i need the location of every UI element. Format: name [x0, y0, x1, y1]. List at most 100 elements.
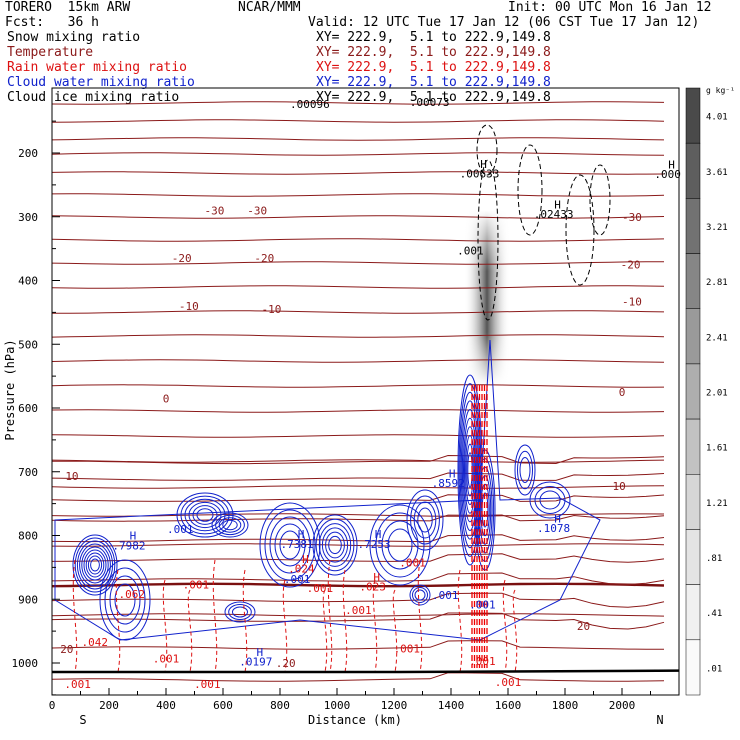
- x-tick-label: 800: [270, 699, 290, 712]
- cloud-water-contour: [417, 507, 433, 533]
- contour-value-label: .7253: [357, 538, 390, 551]
- cloud-water-contour: [464, 426, 476, 514]
- cloud-water-contour: [104, 567, 146, 633]
- cloud-water-contour: [269, 516, 311, 574]
- colorbar-swatch: [685, 253, 701, 309]
- contour-value-label: .0197: [239, 656, 272, 669]
- cloud-water-contour: [460, 400, 480, 540]
- rain-contour: [322, 589, 328, 673]
- contour-value-label: .001: [469, 598, 496, 611]
- cloud-water-contour: [87, 555, 103, 575]
- cloud-water-contour: [318, 523, 352, 567]
- terrain-line: [52, 669, 679, 674]
- x-tick-label: 1800: [552, 699, 579, 712]
- contour-value-label: .001: [432, 589, 459, 602]
- y-tick-label: 700: [18, 466, 38, 479]
- cloud-ice-contour: [589, 164, 611, 236]
- valid-time: Valid: 12 UTC Tue 17 Jan 12 (06 CST Tue …: [308, 15, 700, 30]
- colorbar-tick-label: 2.81: [706, 278, 728, 288]
- x-tick-label: 0: [49, 699, 56, 712]
- x-tick-label: 1200: [381, 699, 408, 712]
- init-time: Init: 00 UTC Mon 16 Jan 12: [508, 0, 712, 15]
- field-cloudice-xy: XY= 222.9, 5.1 to 222.9,149.8: [316, 90, 551, 105]
- rain-contour: [242, 569, 248, 673]
- temperature-label: -30: [247, 204, 267, 217]
- cloud-water-contour: [375, 512, 425, 578]
- isotherm: [52, 494, 665, 502]
- contour-value-label: .001: [153, 653, 180, 666]
- y-tick-label: 800: [18, 530, 38, 543]
- colorbar-swatch: [685, 474, 701, 530]
- rain-contour: [327, 559, 333, 673]
- isotherm: [52, 582, 665, 588]
- y-axis-label: Pressure (hPa): [3, 339, 17, 440]
- cloud-water-contour: [369, 504, 431, 586]
- high-marker: H: [449, 468, 456, 481]
- cloud-water-contour: [232, 606, 248, 618]
- contour-value-label: .001: [183, 579, 210, 592]
- x-end-label-south: S: [79, 713, 86, 727]
- colorbar-tick-label: 3.21: [706, 223, 728, 233]
- cloud-water-contour: [215, 514, 245, 536]
- cloud-ice-contour: [476, 124, 498, 176]
- high-marker: H: [256, 646, 263, 659]
- contour-value-label: .1078: [537, 522, 570, 535]
- y-tick-label: 300: [18, 211, 38, 224]
- isotherm: [52, 592, 665, 608]
- colorbar-tick-label: 2.41: [706, 333, 728, 343]
- colorbar-swatch: [685, 87, 701, 144]
- temperature-label: -20: [621, 259, 641, 272]
- x-axis: 0 200 400 600 800 1000 1200 1400 1600 1800 2000: [49, 688, 651, 712]
- snow-shading: [464, 210, 510, 385]
- cloud-ice-contours: [476, 124, 611, 321]
- isotherm: [52, 672, 665, 682]
- x-tick-label: 400: [156, 699, 176, 712]
- contour-labels: -30 -30 -30-20 -20 -20-10 -10-100 010102020H.0…: [60, 96, 681, 691]
- field-cloudwater-xy: XY= 222.9, 5.1 to 222.9,149.8: [316, 75, 551, 90]
- temperature-label: 0: [619, 386, 626, 399]
- cloud-water-contour: [259, 502, 321, 588]
- isotherm: [52, 612, 665, 630]
- field-snow-name: Snow mixing ratio: [7, 30, 141, 45]
- field-cloudice-name: Cloud ice mixing ratio: [7, 90, 180, 105]
- cloud-water-contour: [83, 549, 107, 581]
- x-tick-label: 600: [213, 699, 233, 712]
- cloud-water-contour: [481, 492, 489, 528]
- high-marker: H: [302, 553, 309, 566]
- cloud-water-contour: [413, 501, 437, 539]
- colorbar-tick-label: .81: [706, 554, 722, 564]
- colorbar-tick-label: 3.61: [706, 168, 728, 178]
- rain-contour: [115, 569, 121, 673]
- colorbar-swatch: [685, 584, 701, 641]
- rain-contour: [187, 589, 193, 673]
- y-tick-label: 400: [18, 275, 38, 288]
- temperature-label: -30: [205, 204, 225, 217]
- contour-value-label: .00096: [290, 98, 330, 111]
- temperature-label: 20: [577, 620, 590, 633]
- isotherm: [52, 238, 665, 242]
- isotherm: [52, 384, 665, 388]
- temperature-label: 10: [65, 470, 78, 483]
- cloud-water-contour: [274, 523, 306, 567]
- high-marker: H: [668, 158, 675, 171]
- rain-contour: [392, 589, 398, 673]
- x-axis-label: Distance (km): [308, 713, 402, 727]
- contour-value-label: .042: [82, 636, 109, 649]
- cloud-water-contour: [409, 584, 431, 606]
- y-tick-label: 1000: [12, 657, 39, 670]
- contour-value-label: .001: [167, 523, 194, 536]
- x-tick-label: 1600: [495, 699, 522, 712]
- high-marker: H: [298, 528, 305, 541]
- y-tick-label: 900: [18, 593, 38, 606]
- contour-value-label: .20: [276, 657, 296, 670]
- isotherm: [52, 534, 665, 543]
- cloud-water-contour: [466, 443, 474, 497]
- rain-contour: [342, 569, 348, 673]
- contour-value-label: .8592: [432, 477, 465, 490]
- colorbar-swatch: [685, 308, 701, 365]
- cloud-ice-contour: [517, 144, 543, 236]
- cloud-water-contour: [381, 520, 419, 570]
- colorbar-tick-label: .41: [706, 609, 722, 619]
- colorbar-swatch: [685, 142, 701, 199]
